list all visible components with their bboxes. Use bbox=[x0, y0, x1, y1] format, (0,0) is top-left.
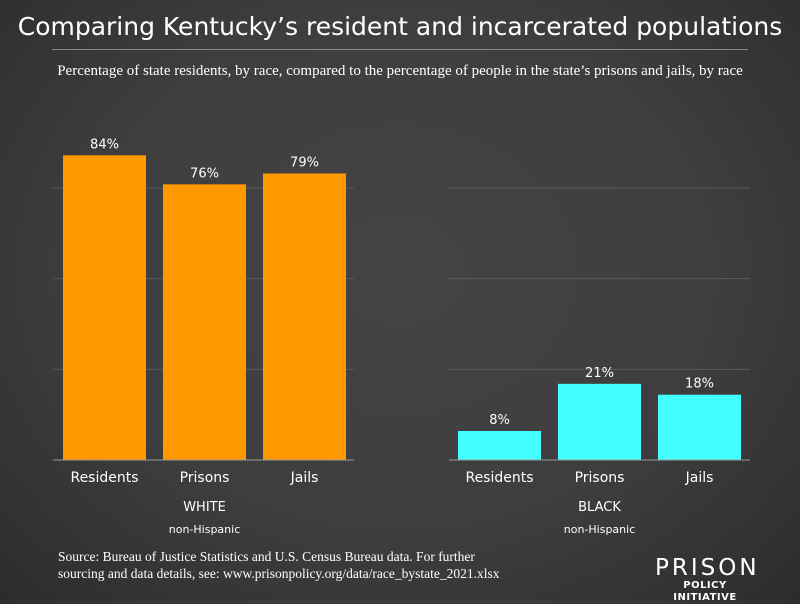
chart-subtitle: Percentage of state residents, by race, … bbox=[57, 63, 743, 79]
group-sublabel: non-Hispanic bbox=[169, 523, 241, 536]
category-label: Prisons bbox=[575, 470, 625, 486]
source-line-1: Source: Bureau of Justice Statistics and… bbox=[58, 549, 475, 564]
chart-title: Comparing Kentucky’s resident and incarc… bbox=[17, 12, 783, 41]
bar-residents bbox=[458, 430, 541, 460]
bar-jails bbox=[263, 173, 346, 461]
bar-residents bbox=[63, 155, 146, 460]
data-label: 21% bbox=[585, 366, 614, 381]
bar-prisons bbox=[558, 383, 641, 460]
source-note: Source: Bureau of Justice Statistics and… bbox=[58, 548, 500, 582]
prison-policy-initiative-logo: PRISON POLICY INITIATIVE bbox=[655, 555, 760, 604]
category-label: Residents bbox=[70, 470, 138, 486]
logo-line-2: POLICY INITIATIVE bbox=[673, 580, 737, 603]
bar-prisons bbox=[163, 184, 246, 460]
group-sublabel: non-Hispanic bbox=[564, 523, 636, 536]
logo-line-1: PRISON bbox=[655, 555, 760, 581]
title-divider bbox=[52, 49, 748, 50]
category-label: Jails bbox=[290, 470, 319, 486]
category-label: Jails bbox=[685, 470, 714, 486]
data-label: 18% bbox=[685, 377, 714, 392]
source-line-2: sourcing and data details, see: www.pris… bbox=[58, 566, 500, 581]
data-label: 8% bbox=[489, 413, 510, 428]
category-label: Prisons bbox=[180, 470, 230, 486]
category-label: Residents bbox=[465, 470, 533, 486]
data-label: 84% bbox=[90, 137, 119, 152]
group-label: BLACK bbox=[578, 500, 621, 515]
group-label: WHITE bbox=[183, 500, 226, 515]
bar-jails bbox=[658, 394, 741, 460]
data-label: 76% bbox=[190, 166, 219, 181]
data-label: 79% bbox=[290, 155, 319, 170]
